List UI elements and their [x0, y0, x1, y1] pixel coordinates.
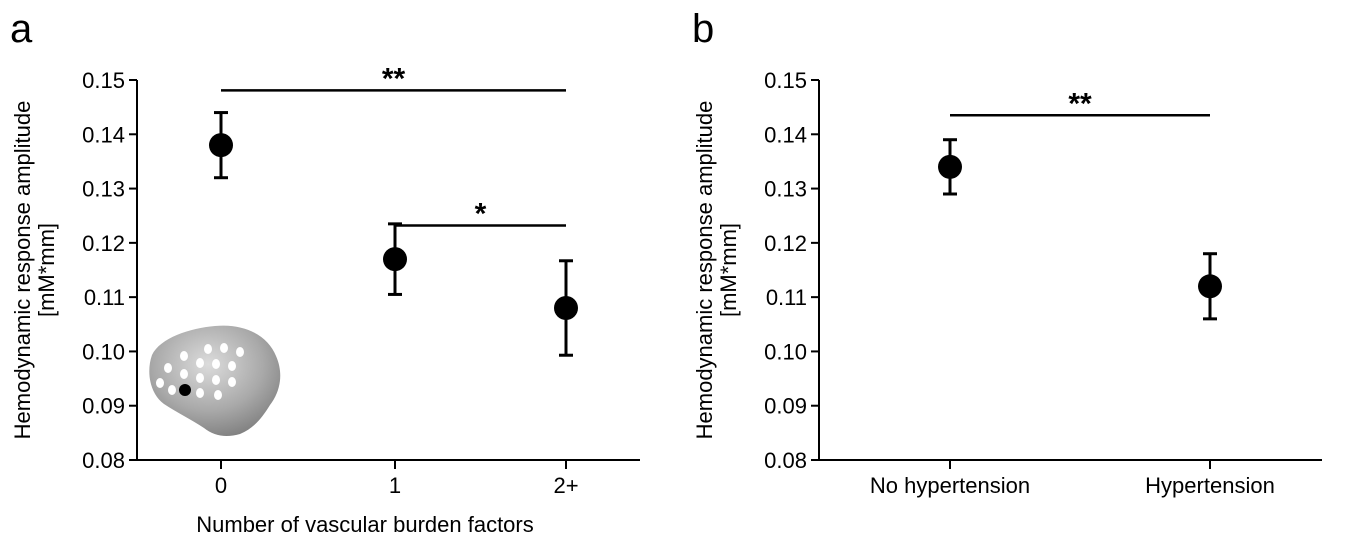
panel-a-y-tick-label: 0.09: [82, 394, 125, 419]
panel-a-y-tick-label: 0.13: [82, 177, 125, 202]
data-point: [383, 247, 407, 272]
panel-b-y-tick-label: 0.09: [764, 394, 807, 419]
panel-b-y-tick-label: 0.12: [764, 231, 807, 256]
panel-a: a 0.080.090.100.110.120.130.140.15 0 1 2+ …: [10, 7, 640, 537]
brain-icon: [149, 325, 281, 436]
panel-b-y-tick-label: 0.08: [764, 448, 807, 473]
panel-b-x-tick-label: Hypertension: [1145, 473, 1275, 498]
panel-a-y-tick-label: 0.12: [82, 231, 125, 256]
panel-a-y-axis-title-line1: Hemodynamic response amplitude: [10, 101, 35, 440]
panel-a-x-tick-label: 2+: [553, 473, 578, 498]
panel-a-y-tick-label: 0.08: [82, 448, 125, 473]
panel-b: b 0.08 0.09 0.10 0.11 0.12 0.13 0.14 0.15 No hy…: [692, 7, 1322, 498]
panel-b-y-ticks: 0.08 0.09 0.10 0.11 0.12 0.13 0.14 0.15: [764, 68, 819, 473]
panel-a-y-tick-label: 0.11: [84, 285, 125, 310]
data-point: [554, 296, 578, 320]
panel-a-points: [209, 111, 578, 357]
panel-a-y-tick-label: 0.15: [82, 68, 125, 93]
panel-a-x-tick-label: 1: [389, 473, 401, 498]
significance-label: **: [1068, 87, 1092, 120]
significance-label: *: [475, 197, 487, 230]
panel-label-a: a: [10, 7, 33, 51]
panel-b-y-tick-label: 0.14: [764, 122, 807, 147]
panel-a-significance: ***: [221, 62, 566, 230]
panel-a-x-tick-label: 0: [215, 473, 227, 498]
panel-a-x-axis-title: Number of vascular burden factors: [196, 512, 534, 537]
panel-b-x-tick-label: No hypertension: [870, 473, 1030, 498]
data-point: [938, 154, 962, 179]
panel-a-y-tick-label: 0.10: [82, 339, 125, 364]
panel-b-y-tick-label: 0.13: [764, 177, 807, 202]
panel-a-x-ticks: 0 1 2+: [215, 460, 579, 498]
panel-a-y-tick-label: 0.14: [82, 122, 125, 147]
panel-b-y-axis-title-line1: Hemodynamic response amplitude: [692, 101, 717, 440]
sensor-dots: [156, 343, 244, 400]
significance-label: **: [382, 62, 406, 95]
panel-b-y-tick-label: 0.15: [764, 68, 807, 93]
panel-b-significance: **: [950, 87, 1210, 120]
panel-b-y-tick-label: 0.10: [764, 339, 807, 364]
panel-b-y-axis-title-line2: [mM*mm]: [716, 223, 741, 317]
data-point: [209, 133, 233, 158]
data-point: [1198, 274, 1222, 299]
panel-b-axes: [818, 80, 1322, 461]
highlighted-sensor: [179, 384, 191, 396]
panel-b-points: [938, 138, 1222, 321]
panel-label-b: b: [692, 7, 714, 51]
panel-b-x-ticks: No hypertension Hypertension: [870, 460, 1275, 498]
panel-a-axes: [136, 80, 640, 461]
panel-a-y-ticks: 0.08 0.09 0.10 0.11 0.12 0.13 0.14 0.15: [82, 68, 137, 473]
panel-b-y-tick-label: 0.11: [766, 285, 807, 310]
panel-a-y-axis-title-line2: [mM*mm]: [34, 223, 59, 317]
